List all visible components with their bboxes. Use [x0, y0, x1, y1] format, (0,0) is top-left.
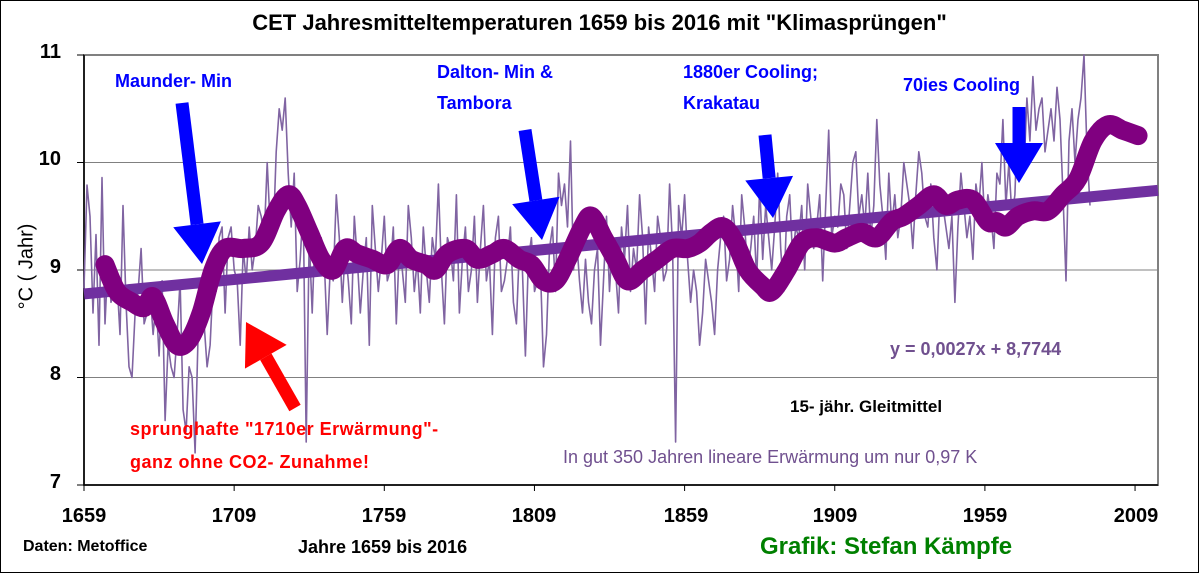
annotation-krakatau: Krakatau: [683, 93, 761, 113]
x-tick-label: 1659: [61, 505, 107, 527]
y-tick-label: 9: [49, 256, 61, 278]
arrow-dalton-shaft: [518, 129, 543, 202]
x-tick-label: 1759: [361, 505, 407, 527]
arrow-70ies-head: [995, 143, 1043, 183]
arrow-maunder-shaft: [175, 102, 204, 226]
y-tick-label: 11: [39, 41, 61, 63]
annotation-1710er: sprunghafte "1710er Erwärmung"-: [130, 419, 439, 439]
y-tick-label: 8: [49, 363, 61, 385]
arrow-1710er-head: [244, 322, 287, 369]
chart-title: CET Jahresmitteltemperaturen 1659 bis 20…: [252, 10, 947, 35]
data-source: Daten: Metoffice: [23, 538, 148, 555]
smoothed-label: 15- jähr. Gleitmittel: [790, 397, 943, 416]
annual-temperature-line: [83, 54, 1091, 454]
annotation-maunder: Maunder- Min: [115, 71, 232, 91]
credit: Grafik: Stefan Kämpfe: [760, 533, 1013, 560]
x-tick-label: 1859: [663, 505, 709, 527]
x-tick-label: 1959: [962, 505, 1008, 527]
arrow-dalton-head: [512, 196, 560, 240]
y-tick-label: 7: [49, 471, 61, 493]
y-tick-label: 10: [38, 148, 61, 170]
annotation-co2: ganz ohne CO2- Zunahme!: [130, 452, 370, 472]
annotation-1880er: 1880er Cooling;: [683, 62, 819, 82]
arrow-1710er-shaft: [260, 353, 301, 412]
y-axis-label: °C ( Jahr): [15, 223, 38, 310]
arrow-maunder-head: [173, 221, 221, 264]
annotation-70ies: 70ies Cooling: [903, 75, 1021, 95]
x-tick-label: 2009: [1113, 505, 1159, 527]
smoothed-15yr-line: [95, 115, 1148, 356]
x-tick-label: 1709: [211, 505, 257, 527]
arrow-krakatau-shaft: [758, 134, 776, 179]
arrow-krakatau-head: [745, 175, 794, 218]
x-tick-label: 1909: [812, 505, 858, 527]
warming-note: In gut 350 Jahren lineare Erwärmung um n…: [563, 447, 978, 467]
annotation-dalton: Dalton- Min &: [437, 62, 553, 82]
trend-equation: y = 0,0027x + 8,7744: [890, 339, 1062, 359]
x-tick-label: 1809: [511, 505, 557, 527]
annotation-tambora: Tambora: [437, 93, 512, 113]
x-axis-label: Jahre 1659 bis 2016: [298, 537, 468, 557]
